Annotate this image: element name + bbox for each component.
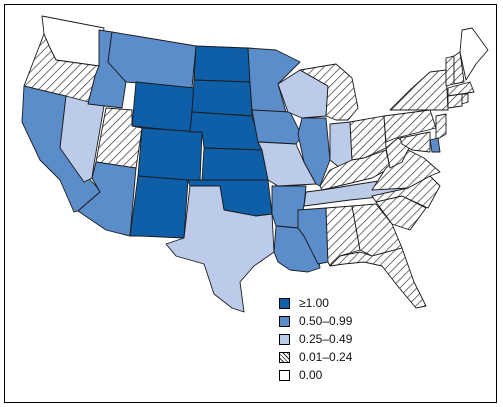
legend-item-0-50-0-99: 0.50–0.99 — [279, 312, 389, 330]
state-NY — [389, 69, 449, 111]
state-OH — [349, 115, 387, 161]
state-MO — [257, 141, 317, 187]
legend-label: 0.50–0.99 — [299, 314, 353, 328]
state-MI — [299, 63, 359, 121]
state-DE — [429, 137, 441, 153]
state-WY — [131, 81, 195, 133]
state-VT — [445, 55, 455, 87]
legend-label: 0.25–0.49 — [299, 332, 353, 346]
state-AZ — [77, 161, 137, 237]
state-SD — [191, 79, 253, 117]
legend-item-0-00: 0.00 — [279, 366, 389, 384]
legend-label: 0.01–0.24 — [299, 350, 353, 364]
state-CO — [137, 127, 203, 183]
legend-swatch-white — [279, 369, 290, 381]
legend-label: 0.00 — [299, 368, 323, 382]
state-KS — [201, 147, 269, 181]
state-TX — [165, 185, 275, 313]
legend-item-0-25-0-49: 0.25–0.49 — [279, 330, 389, 348]
legend-swatch-light-blue — [279, 333, 290, 345]
state-MD — [399, 131, 431, 153]
state-MN — [247, 47, 301, 113]
legend-swatch-hatched — [279, 351, 290, 363]
state-ME — [459, 27, 489, 81]
state-ND — [193, 45, 251, 83]
state-RI — [461, 93, 469, 105]
map-legend: ≥1.00 0.50–0.99 0.25–0.49 0.01–0.24 0.00 — [279, 294, 389, 384]
legend-swatch-medium-blue — [279, 315, 290, 327]
state-VA — [371, 149, 441, 191]
state-MA — [447, 81, 475, 97]
legend-item-ge-1-00: ≥1.00 — [279, 294, 389, 312]
state-PA — [383, 109, 437, 143]
legend-label: ≥1.00 — [299, 296, 329, 310]
state-NH — [453, 51, 465, 85]
state-NJ — [435, 113, 447, 141]
legend-swatch-dark-blue — [279, 297, 290, 309]
state-CT — [447, 93, 463, 109]
state-FL — [329, 247, 427, 309]
state-IL — [297, 117, 331, 187]
legend-item-0-01-0-24: 0.01–0.24 — [279, 348, 389, 366]
state-NM — [129, 175, 189, 239]
